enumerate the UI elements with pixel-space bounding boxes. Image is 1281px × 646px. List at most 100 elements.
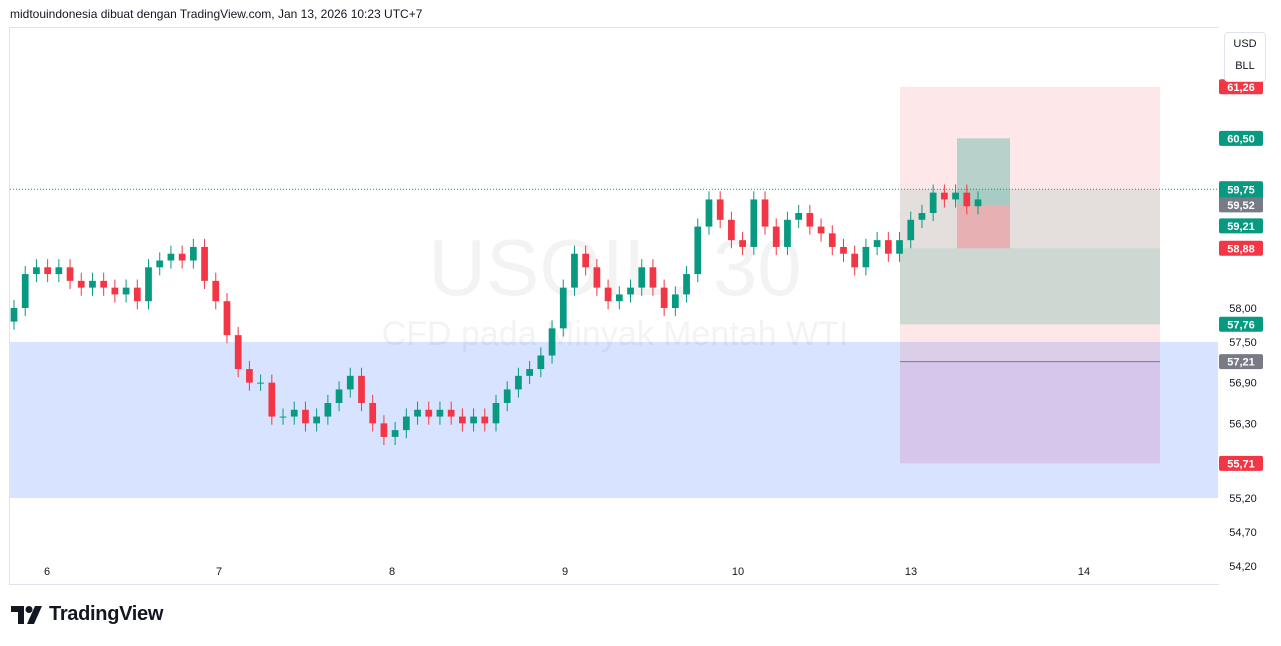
candle-body (750, 199, 758, 247)
price-label-box (1219, 354, 1263, 370)
candle-body (66, 267, 74, 281)
short-stop-zone (900, 86, 1160, 362)
y-tick-label: 56,90 (1229, 378, 1257, 390)
candle-body (761, 199, 769, 227)
price-label-box (1219, 240, 1263, 256)
candle-body (223, 301, 231, 336)
short-target-zone (900, 361, 1160, 464)
candle-body (559, 287, 567, 329)
candle-body (884, 240, 892, 254)
candle-body (425, 409, 433, 417)
watermark-symbol: USOIL, 30 (428, 223, 802, 312)
candle-body (459, 416, 466, 424)
candle-body (492, 402, 500, 424)
candle-body (346, 375, 354, 390)
candles-layer (10, 184, 982, 446)
candle-body (178, 253, 186, 261)
candle-body (358, 375, 365, 403)
y-tick-label: 57,50 (1229, 337, 1257, 349)
candle-body (156, 260, 164, 268)
candle-body (694, 226, 702, 275)
price-label-text: 61,26 (1227, 82, 1255, 94)
currency-selector[interactable]: USD BLL (1224, 32, 1266, 82)
chart-frame (9, 27, 1219, 585)
candle-body (167, 253, 175, 261)
candle-body (537, 355, 545, 370)
candle-body (201, 246, 208, 281)
candle-body (784, 219, 791, 247)
candle-body (77, 280, 85, 288)
candle-body (279, 416, 287, 418)
watermark-layer: USOIL, 30 CFD pada Minyak Mentah WTI (382, 223, 849, 353)
candle-body (380, 423, 388, 437)
candle-body (851, 253, 859, 268)
candle-body (929, 192, 937, 214)
price-label-box (1219, 197, 1263, 213)
candle-body (716, 199, 724, 220)
candle-body (918, 213, 926, 220)
candle-body (974, 199, 982, 207)
unit-label: BLL (1235, 60, 1255, 72)
candle-body (402, 416, 410, 431)
candle-body (10, 308, 18, 322)
candle-body (324, 402, 332, 417)
candle-body (772, 226, 780, 247)
x-tick-label: 14 (1078, 566, 1090, 578)
candle-body (447, 409, 455, 417)
candle-body (335, 389, 343, 403)
tradingview-icon (11, 605, 42, 624)
price-label-box (1219, 455, 1263, 471)
candle-body (671, 294, 679, 308)
price-label-box (1219, 218, 1263, 234)
zones-layer (10, 86, 1218, 498)
candle-body (615, 294, 623, 302)
candle-body (369, 402, 377, 424)
candle-body (290, 409, 298, 417)
candle-body (862, 246, 870, 268)
candle-body (313, 416, 321, 424)
candle-body (817, 226, 825, 234)
candle-body (828, 233, 836, 247)
candle-body (873, 240, 881, 247)
price-label-box (1219, 130, 1263, 146)
x-tick-label: 13 (905, 566, 917, 578)
candle-body (189, 246, 197, 261)
time-axis: 6 7 8 9 10 13 14 (44, 566, 1090, 578)
y-tick-label: 55,20 (1229, 493, 1257, 505)
candle-body (212, 280, 220, 302)
chart-header: midtouindonesia dibuat dengan TradingVie… (10, 7, 423, 21)
candle-body (55, 267, 63, 275)
candle-body (705, 199, 713, 227)
candle-body (593, 267, 601, 288)
candle-body (268, 382, 276, 417)
candle-body (391, 430, 399, 437)
long-zone-inner (900, 248, 1160, 325)
price-label-box (1219, 79, 1263, 95)
demand-zone (10, 341, 1218, 498)
candle-body (795, 213, 803, 220)
x-tick-label: 6 (44, 566, 50, 578)
candle-body (907, 219, 915, 241)
candle-body (122, 287, 130, 295)
candle-body (526, 369, 533, 376)
candle-body (436, 409, 444, 417)
candle-body (302, 409, 309, 424)
price-label-text: 59,21 (1227, 221, 1255, 233)
candle-body (133, 287, 141, 302)
candle-body (257, 382, 264, 384)
watermark-description: CFD pada Minyak Mentah WTI (382, 315, 849, 353)
currency-label: USD (1233, 38, 1257, 50)
candle-body (548, 328, 556, 356)
candle-body (806, 213, 814, 227)
candle-body (503, 389, 511, 403)
x-tick-label: 10 (732, 566, 744, 578)
candle-body (100, 280, 108, 288)
candle-body (582, 253, 590, 268)
tradingview-logo[interactable]: TradingView (11, 603, 163, 626)
candle-body (896, 240, 903, 254)
long-zone-wide (900, 189, 1160, 325)
price-label-text: 55,71 (1227, 458, 1255, 470)
candle-body (33, 267, 40, 275)
candle-body (941, 192, 948, 200)
